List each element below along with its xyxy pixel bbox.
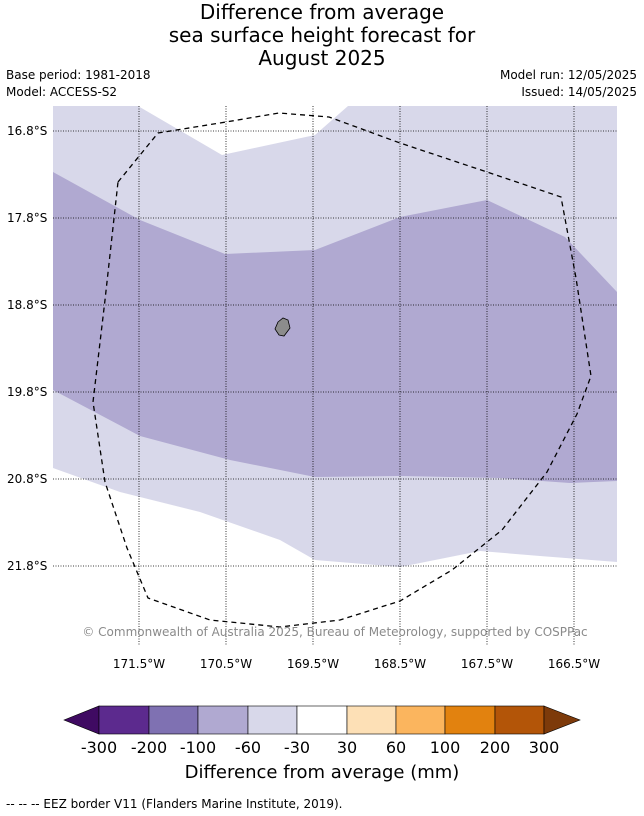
title-line-1: Difference from average — [199, 0, 445, 24]
lat-label: 19.8°S — [7, 385, 48, 399]
title-line-2: sea surface height forecast for — [168, 23, 476, 47]
colorbar-tick: 30 — [336, 738, 358, 757]
colorbar-swatch — [444, 705, 496, 735]
colorbar-tick: -300 — [80, 738, 118, 757]
island-niue — [274, 317, 291, 337]
colorbar-swatch — [148, 705, 199, 735]
model-run: Model run: 12/05/2025 — [499, 68, 637, 82]
lon-label: 167.5°W — [460, 657, 514, 671]
colorbar-tick: -60 — [234, 738, 262, 757]
issued-date: Issued: 14/05/2025 — [521, 85, 637, 99]
lat-label: 17.8°S — [7, 211, 48, 225]
colorbar-tick: 60 — [385, 738, 407, 757]
colorbar-tick: 100 — [429, 738, 461, 757]
colorbar-tick: -30 — [283, 738, 311, 757]
graticule — [53, 106, 617, 646]
shading-band-medium — [53, 172, 617, 483]
colorbar-min-extension — [63, 705, 100, 735]
eez-footnote: -- -- -- EEZ border V11 (Flanders Marine… — [6, 797, 343, 811]
colorbar-swatch — [197, 705, 249, 735]
eez-border — [92, 112, 592, 628]
colorbar-tick: 300 — [528, 738, 560, 757]
colorbar-swatch — [247, 705, 298, 735]
colorbar-swatch — [395, 705, 446, 735]
lat-label: 21.8°S — [7, 559, 48, 573]
lon-label: 171.5°W — [112, 657, 166, 671]
lat-label: 20.8°S — [7, 472, 48, 486]
copyright-notice: © Commonwealth of Australia 2025, Bureau… — [82, 625, 588, 639]
colorbar — [63, 705, 581, 735]
colorbar-tick: 200 — [479, 738, 511, 757]
title-line-3: August 2025 — [258, 46, 386, 70]
lat-label: 18.8°S — [7, 298, 48, 312]
lon-label: 166.5°W — [547, 657, 601, 671]
colorbar-tick: -100 — [179, 738, 217, 757]
base-period: Base period: 1981-2018 — [6, 68, 151, 82]
lon-label: 168.5°W — [373, 657, 427, 671]
lon-label: 169.5°W — [286, 657, 340, 671]
colorbar-tick: -200 — [130, 738, 168, 757]
lat-label: 16.8°S — [7, 124, 48, 138]
model-name: Model: ACCESS-S2 — [6, 85, 118, 99]
colorbar-label: Difference from average (mm) — [184, 762, 460, 783]
colorbar-swatch — [494, 705, 545, 735]
map-area — [53, 106, 617, 646]
colorbar-max-extension — [543, 705, 581, 735]
colorbar-swatch — [98, 705, 150, 735]
colorbar-swatch — [296, 705, 348, 735]
lon-label: 170.5°W — [199, 657, 253, 671]
colorbar-swatch — [346, 705, 397, 735]
